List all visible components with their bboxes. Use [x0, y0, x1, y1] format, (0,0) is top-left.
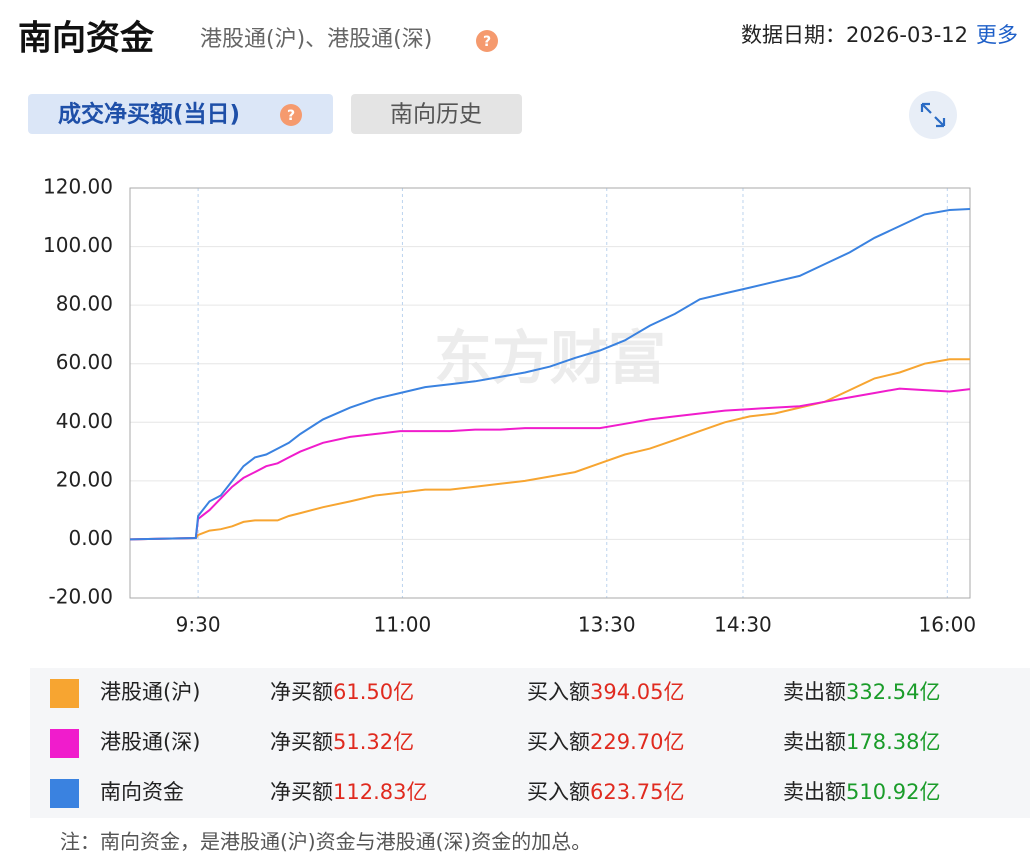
y-tick-label: 100.00: [43, 233, 113, 257]
expand-icon: [920, 102, 946, 128]
x-tick-label: 16:00: [918, 613, 976, 637]
y-tick-label: -20.00: [49, 585, 113, 609]
date-line: 数据日期：2026-03-12 更多: [741, 23, 1018, 47]
note: 注：南向资金，是港股通(沪)资金与港股通(深)资金的加总。: [60, 830, 591, 854]
buy-label: 买入额: [527, 730, 590, 754]
help-icon[interactable]: [280, 104, 302, 126]
y-tick-label: 0.00: [68, 526, 113, 550]
net-value: 112.83亿: [333, 780, 427, 804]
sell-value: 332.54亿: [846, 680, 940, 704]
date-label: 数据日期：: [741, 23, 846, 47]
sell-label: 卖出额: [783, 730, 846, 754]
buy-value: 229.70亿: [590, 730, 684, 754]
expand-button[interactable]: [909, 91, 957, 139]
x-tick-label: 11:00: [374, 613, 432, 637]
x-tick-label: 9:30: [176, 613, 221, 637]
series-line: [129, 208, 971, 541]
summary-cell: 净买额112.83亿: [270, 780, 427, 804]
sell-label: 卖出额: [783, 680, 846, 704]
summary-cell: 净买额51.32亿: [270, 730, 414, 754]
x-tick-label: 13:30: [578, 613, 636, 637]
tab[interactable]: [351, 94, 522, 134]
y-tick-label: 60.00: [56, 350, 113, 374]
series-line: [129, 387, 971, 541]
summary-cell: 卖出额510.92亿: [783, 780, 940, 804]
net-value: 61.50亿: [333, 680, 414, 704]
summary-cell: 净买额61.50亿: [270, 680, 414, 704]
y-tick-label: 120.00: [43, 175, 113, 199]
legend-label: 港股通(沪): [100, 680, 200, 704]
summary-panel: [30, 668, 1030, 818]
more-link[interactable]: 更多: [976, 23, 1018, 47]
legend-swatch: [50, 779, 79, 808]
plot-frame: [129, 187, 971, 599]
legend-label: 南向资金: [100, 780, 184, 804]
summary-cell: 买入额229.70亿: [527, 730, 684, 754]
legend-swatch: [50, 729, 79, 758]
net-label: 净买额: [270, 780, 333, 804]
tab-label: 成交净买额(当日): [58, 101, 240, 128]
sell-value: 510.92亿: [846, 780, 940, 804]
buy-value: 394.05亿: [590, 680, 684, 704]
x-tick-label: 14:30: [714, 613, 772, 637]
tab-active[interactable]: [28, 94, 333, 134]
help-icon[interactable]: [476, 30, 498, 52]
legend-swatch: [50, 679, 79, 708]
net-value: 51.32亿: [333, 730, 414, 754]
y-tick-label: 80.00: [56, 292, 113, 316]
legend-label: 港股通(深): [100, 730, 200, 754]
buy-label: 买入额: [527, 780, 590, 804]
chart: 东方财富-20.000.0020.0040.0060.0080.00100.00…: [43, 175, 976, 637]
help-icon-glyph: ?: [483, 34, 491, 50]
date: 2026-03-12: [846, 23, 968, 47]
y-tick-label: 20.00: [56, 467, 113, 491]
buy-value: 623.75亿: [590, 780, 684, 804]
buy-label: 买入额: [527, 680, 590, 704]
net-label: 净买额: [270, 730, 333, 754]
help-icon-glyph: ?: [287, 108, 295, 124]
tab-label: 南向历史: [390, 102, 482, 128]
sell-value: 178.38亿: [846, 730, 940, 754]
y-tick-label: 40.00: [56, 409, 113, 433]
summary-cell: 买入额394.05亿: [527, 680, 684, 704]
net-label: 净买额: [270, 680, 333, 704]
title: 南向资金: [18, 19, 155, 59]
summary-cell: 卖出额332.54亿: [783, 680, 940, 704]
summary-cell: 买入额623.75亿: [527, 780, 684, 804]
summary-table: 港股通(沪) 净买额61.50亿 买入额394.05亿 卖出额332.54亿港股通(深…: [50, 679, 940, 808]
summary-cell: 卖出额178.38亿: [783, 730, 940, 754]
sell-label: 卖出额: [783, 780, 846, 804]
subtitle: 港股通(沪)、港股通(深): [200, 27, 432, 52]
